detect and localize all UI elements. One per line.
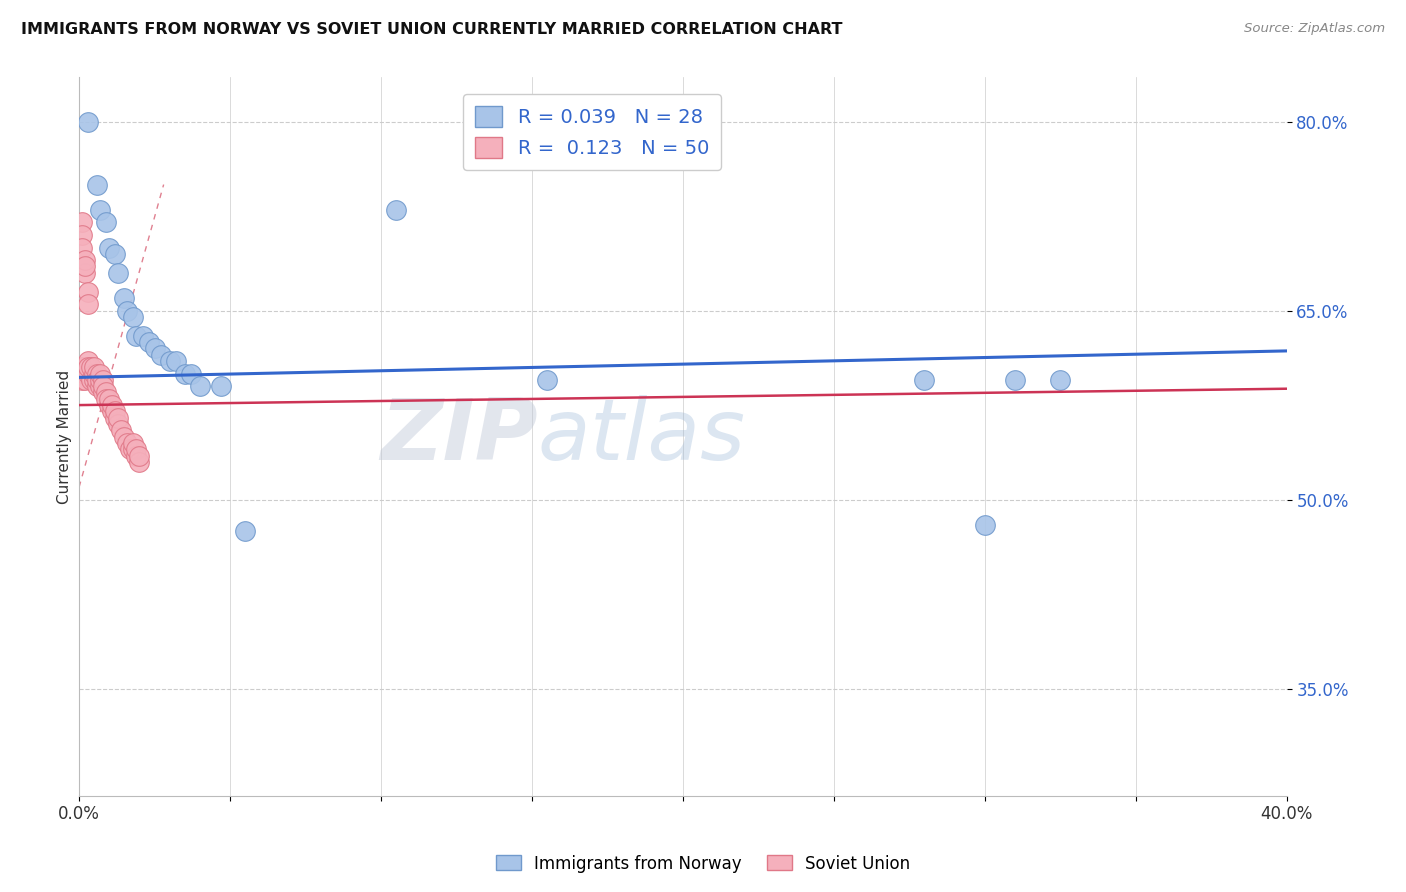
Point (101, 398, 124, 412)
Point (143, 342, 166, 356)
Text: IMMIGRANTS FROM NORWAY VS SOVIET UNION CURRENTLY MARRIED CORRELATION CHART: IMMIGRANTS FROM NORWAY VS SOVIET UNION C… (21, 22, 842, 37)
Point (75, 367, 97, 381)
Point (77, 354, 100, 368)
Point (86, 373, 108, 387)
Point (104, 247, 127, 261)
Point (122, 442, 145, 457)
Point (96, 392, 118, 406)
Point (104, 404, 127, 418)
Point (86, 178, 108, 192)
Point (75, 266, 97, 280)
Point (86, 379, 108, 393)
Point (122, 310, 145, 324)
Point (1049, 373, 1071, 387)
Point (91, 373, 114, 387)
Point (128, 455, 150, 469)
Text: Source: ZipAtlas.com: Source: ZipAtlas.com (1244, 22, 1385, 36)
Point (86, 367, 108, 381)
Point (125, 449, 148, 463)
Point (117, 303, 139, 318)
Point (173, 367, 195, 381)
Point (89, 367, 111, 381)
Point (973, 517, 995, 532)
Point (80, 360, 103, 375)
Point (107, 266, 129, 280)
Point (107, 410, 129, 425)
Point (912, 373, 935, 387)
Point (96, 215, 118, 229)
Point (96, 385, 118, 400)
Point (385, 202, 408, 217)
Point (180, 367, 202, 381)
Point (83, 360, 105, 375)
Point (188, 379, 211, 393)
Point (117, 436, 139, 450)
Point (131, 328, 153, 343)
Point (1004, 373, 1026, 387)
Legend: Immigrants from Norway, Soviet Union: Immigrants from Norway, Soviet Union (489, 848, 917, 880)
Point (75, 260, 97, 274)
Point (122, 436, 145, 450)
Point (138, 335, 160, 350)
Point (89, 373, 111, 387)
Point (91, 385, 114, 400)
Point (112, 429, 135, 443)
Legend: R = 0.039   N = 28, R =  0.123   N = 50: R = 0.039 N = 28, R = 0.123 N = 50 (463, 95, 721, 169)
Point (89, 379, 111, 393)
Point (89, 202, 111, 217)
Point (70, 215, 93, 229)
Point (75, 253, 97, 268)
Point (70, 360, 93, 375)
Point (125, 328, 148, 343)
Point (128, 449, 150, 463)
Point (77, 367, 100, 381)
Point (70, 241, 93, 255)
Point (70, 367, 93, 381)
Point (77, 285, 100, 299)
Point (149, 348, 172, 362)
Point (80, 373, 103, 387)
Point (104, 410, 127, 425)
Point (98, 241, 121, 255)
Point (101, 404, 124, 418)
Point (107, 417, 129, 431)
Point (125, 442, 148, 457)
Point (70, 227, 93, 242)
Point (83, 373, 105, 387)
Text: atlas: atlas (538, 395, 747, 478)
Point (98, 392, 121, 406)
Point (77, 360, 100, 375)
Point (159, 354, 181, 368)
Point (75, 373, 97, 387)
Point (120, 442, 142, 457)
Point (112, 291, 135, 305)
Text: ZIP: ZIP (381, 395, 538, 478)
Point (536, 373, 558, 387)
Point (70, 373, 93, 387)
Point (91, 379, 114, 393)
Point (209, 379, 232, 393)
Point (165, 354, 187, 368)
Point (77, 297, 100, 311)
Point (233, 524, 256, 538)
Point (110, 423, 132, 437)
Point (83, 367, 105, 381)
Point (98, 398, 121, 412)
Y-axis label: Currently Married: Currently Married (58, 369, 72, 504)
Point (77, 114, 100, 128)
